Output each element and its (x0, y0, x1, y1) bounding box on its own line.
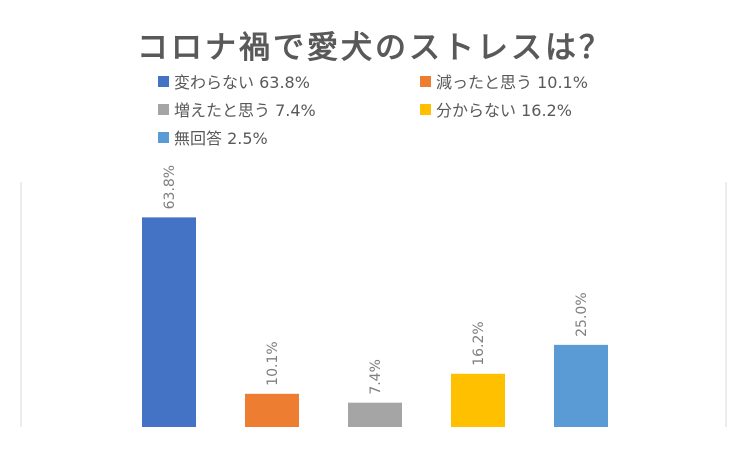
legend-label: 分からない 16.2% (436, 101, 572, 120)
bar-4 (451, 373, 505, 427)
bar-2 (245, 393, 299, 427)
legend-swatch (158, 75, 169, 87)
data-label-3: 7.4% (368, 359, 384, 395)
bar-1 (142, 217, 196, 427)
legend-swatch (158, 103, 169, 115)
legend-label: 無回答 2.5% (174, 129, 268, 148)
legend-item-increased: 増えたと思う 7.4% (158, 98, 420, 120)
data-label-4: 16.2% (471, 321, 487, 365)
data-label-2: 10.1% (265, 341, 281, 385)
bar-3 (348, 402, 402, 427)
legend-label: 増えたと思う 7.4% (174, 101, 316, 120)
legend-item-no-answer: 無回答 2.5% (158, 126, 420, 148)
legend-swatch (420, 103, 431, 115)
legend-label: 減ったと思う 10.1% (436, 73, 588, 92)
legend-swatch (158, 131, 169, 143)
data-label-5: 25.0% (574, 292, 590, 336)
bar-5 (554, 344, 608, 427)
legend-swatch (420, 75, 431, 87)
data-label-1: 63.8% (162, 165, 178, 209)
legend: 変わらない 63.8% 減ったと思う 10.1% 増えたと思う 7.4% 分から… (158, 70, 718, 148)
legend-item-unchanged: 変わらない 63.8% (158, 70, 420, 92)
legend-item-unknown: 分からない 16.2% (420, 98, 700, 120)
legend-label: 変わらない 63.8% (174, 73, 310, 92)
chart-title: コロナ禍で愛犬のストレスは？ (137, 30, 613, 66)
legend-item-decreased: 減ったと思う 10.1% (420, 70, 700, 92)
